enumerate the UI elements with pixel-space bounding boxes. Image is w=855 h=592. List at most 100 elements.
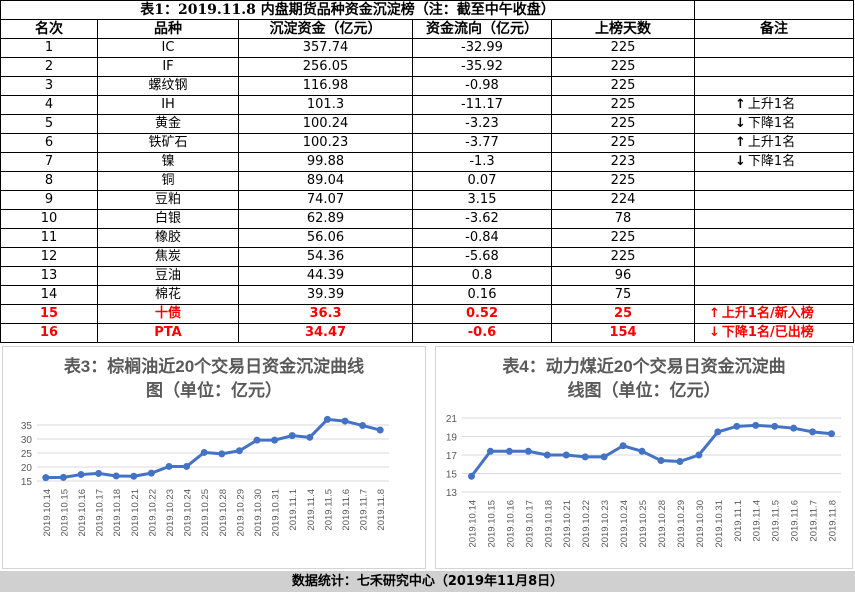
x-tick-label: 2019.10.15 [486,500,497,548]
remark-cell [694,57,855,77]
flow-cell: -0.84 [412,228,552,248]
x-tick-label: 2019.10.21 [130,489,141,537]
remark-cell: ↑ 上升1名 [694,95,855,115]
header-rank: 名次 [0,19,98,39]
table-row: 12 焦炭 54.36 -5.68 225 [0,247,855,267]
product-cell: IF [97,57,239,77]
flow-cell: -32.99 [412,38,552,58]
days-cell: 75 [550,285,696,305]
rank-cell: 3 [0,76,98,96]
y-tick-label: 15 [446,470,458,481]
capital-cell: 256.05 [238,57,413,77]
data-point [271,436,279,444]
rank-cell: 5 [0,114,98,134]
y-tick-label: 21 [446,414,458,425]
data-point [376,426,384,434]
data-point [147,469,155,477]
header-flow: 资金流向（亿元） [412,19,552,39]
capital-cell: 101.3 [238,95,413,115]
table-row: 9 豆粕 74.07 3.15 224 [0,190,855,210]
thermal-coal-chart: 表4：动力煤近20个交易日资金沉淀曲 线图（单位：亿元） 13 15 17 19 21 2… [435,346,853,569]
x-tick-label: 2019.11.4 [306,489,317,531]
data-point [59,473,67,481]
x-tick-label: 2019.11.7 [359,489,370,531]
data-point [218,450,226,458]
data-point [467,472,475,480]
rank-cell: 13 [0,266,98,286]
palm-oil-line-plot: 15 20 25 30 35 2019.10.14 2019.10.15 2019.10.16… [21,415,389,537]
days-cell: 78 [550,209,696,229]
table-row: 2 IF 256.05 -35.92 225 [0,57,855,77]
chart-title-line1: 表3：棕榈油近20个交易日资金沉淀曲线 [63,357,365,376]
rank-cell: 7 [0,152,98,172]
capital-cell: 34.47 [238,323,413,343]
arrow-down-icon: ↓ [735,116,746,131]
remark-cell [694,190,855,210]
table-row: 1 IC 357.74 -32.99 225 [0,38,855,58]
product-cell: 铜 [97,171,239,191]
data-source-footer: 数据统计：七禾研究中心（2019年11月8日） [0,571,855,592]
capital-cell: 99.88 [238,152,413,172]
remark-text: 下降1名 [747,116,796,131]
rank-cell: 12 [0,247,98,267]
remark-cell: ↑ 上升1名/新入榜 [694,304,855,324]
x-tick-label: 2019.10.25 [200,489,211,537]
arrow-down-icon: ↓ [709,325,720,340]
rank-cell: 14 [0,285,98,305]
y-tick-label: 35 [21,421,33,432]
rank-cell: 15 [0,304,98,324]
remark-text: 下降1名/已出榜 [721,325,814,340]
chart-title-line2: 线图（单位：亿元） [567,381,721,400]
capital-cell: 62.89 [238,209,413,229]
capital-cell: 39.39 [238,285,413,305]
x-tick-label: 2019.10.30 [695,500,706,548]
x-tick-label: 2019.10.24 [183,489,194,537]
flow-cell: -35.92 [412,57,552,77]
capital-cell: 100.23 [238,133,413,153]
table-row: 4 IH 101.3 -11.17 225 ↑ 上升1名 [0,95,855,115]
product-cell: 铁矿石 [97,133,239,153]
x-tick-label: 2019.10.21 [562,500,573,548]
x-tick-label: 2019.11.7 [809,500,820,542]
table-row: 3 螺纹钢 116.98 -0.98 225 [0,76,855,96]
x-tick-label: 2019.10.31 [271,489,282,537]
remark-cell [694,171,855,191]
rank-cell: 8 [0,171,98,191]
y-tick-label: 25 [21,449,33,460]
x-tick-label: 2019.10.17 [524,500,535,548]
days-cell: 225 [550,228,696,248]
days-cell: 225 [550,76,696,96]
data-point [505,447,513,455]
product-cell: 白银 [97,209,239,229]
data-point [253,436,261,444]
y-tick-label: 20 [21,463,33,474]
days-cell: 225 [550,133,696,153]
rank-cell: 6 [0,133,98,153]
data-point [165,462,173,470]
remark-cell [694,38,855,58]
remark-cell [694,228,855,248]
chart-title-line1: 表4：动力煤近20个交易日资金沉淀曲 [502,357,786,376]
x-tick-label: 2019.11.4 [752,500,763,542]
table-row: 14 棉花 39.39 0.16 75 [0,285,855,305]
header-capital: 沉淀资金（亿元） [238,19,413,39]
remark-cell: ↑ 上升1名 [694,133,855,153]
product-cell: 螺纹钢 [97,76,239,96]
data-point [359,422,367,430]
thermal-coal-line-plot: 13 15 17 19 21 2019.10.14 2019.10.15 2019.10.16… [446,414,841,548]
product-cell: 镍 [97,152,239,172]
product-cell: 十债 [97,304,239,324]
flow-cell: -11.17 [412,95,552,115]
y-tick-label: 30 [21,435,33,446]
rank-cell: 11 [0,228,98,248]
flow-cell: 3.15 [412,190,552,210]
rank-cell: 10 [0,209,98,229]
flow-cell: -0.98 [412,76,552,96]
remark-cell: ↓ 下降1名/已出榜 [694,323,855,343]
data-point [130,472,138,480]
rank-cell: 4 [0,95,98,115]
x-tick-label: 2019.10.23 [165,489,176,537]
flow-cell: 0.16 [412,285,552,305]
x-tick-label: 2019.11.8 [376,489,387,531]
data-point [486,447,494,455]
